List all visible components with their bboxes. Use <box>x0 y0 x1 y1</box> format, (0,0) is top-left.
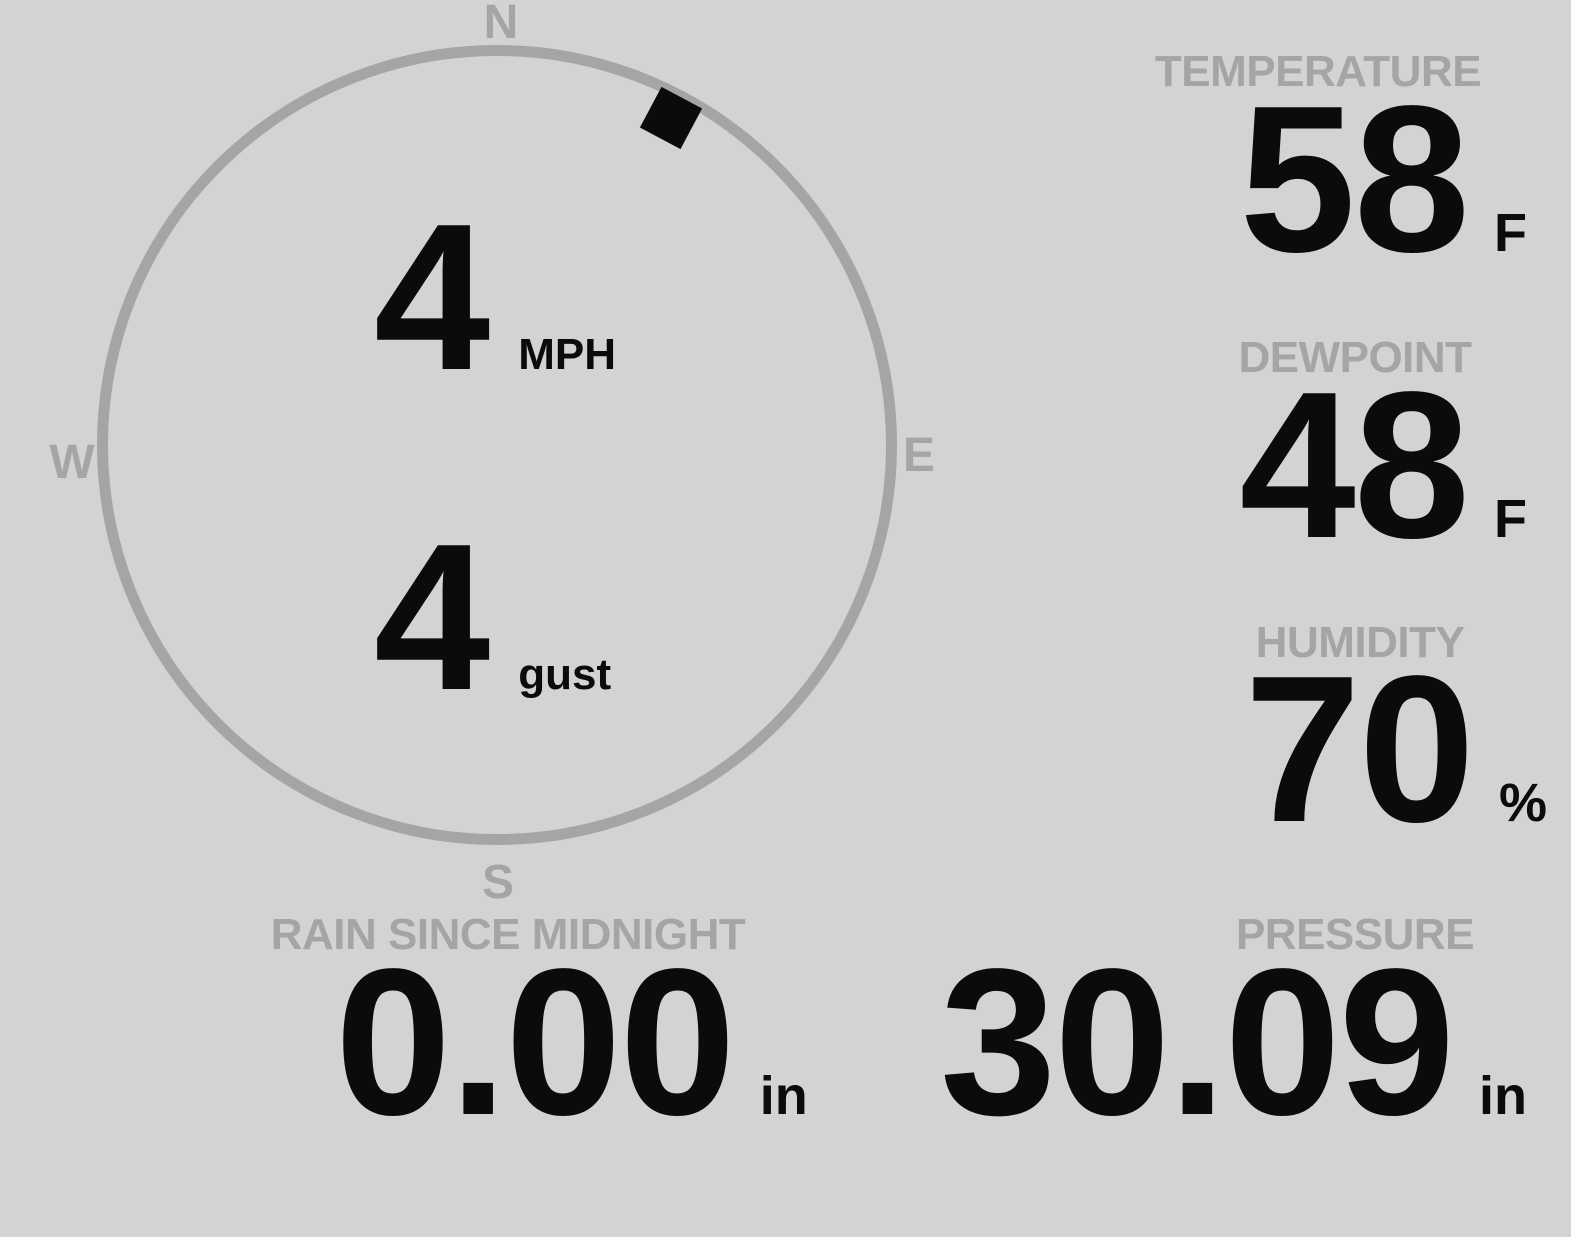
rain-value: 0.00 <box>335 926 736 1159</box>
dewpoint-label: DEWPOINT <box>1238 333 1472 382</box>
rain-value-group: 0.00 in <box>335 938 808 1147</box>
dewpoint-unit: F <box>1494 489 1527 549</box>
rain-unit: in <box>759 1066 808 1126</box>
compass-label-north: N <box>483 0 519 49</box>
wind-speed-group: 4 MPH <box>374 193 616 402</box>
humidity-label: HUMIDITY <box>1255 618 1465 667</box>
wind-gust-value: 4 <box>374 501 490 734</box>
temperature-unit: F <box>1494 203 1527 263</box>
temperature-value-group: 58 F <box>1240 75 1527 284</box>
humidity-value: 70 <box>1244 633 1475 866</box>
wind-speed-value: 4 <box>374 181 490 414</box>
pressure-value: 30.09 <box>939 926 1455 1159</box>
pressure-label: PRESSURE <box>1235 910 1475 959</box>
dewpoint-value-group: 48 F <box>1240 361 1527 570</box>
dewpoint-value: 48 <box>1239 349 1470 582</box>
rain-label: RAIN SINCE MIDNIGHT <box>270 910 746 959</box>
humidity-unit: % <box>1498 773 1547 833</box>
humidity-value-group: 70 % <box>1245 645 1548 854</box>
wind-gust-group: 4 gust <box>374 513 611 722</box>
pressure-unit: in <box>1479 1066 1527 1126</box>
temperature-value: 58 <box>1239 63 1470 296</box>
wind-gust-unit: gust <box>518 650 612 699</box>
compass-label-east: E <box>902 429 936 482</box>
wind-speed-unit: MPH <box>518 330 617 379</box>
compass-ring <box>97 45 897 845</box>
compass-label-west: W <box>49 436 95 489</box>
temperature-label: TEMPERATURE <box>1154 47 1482 96</box>
compass-label-south: S <box>481 856 515 909</box>
pressure-value-group: 30.09 in <box>940 938 1527 1147</box>
